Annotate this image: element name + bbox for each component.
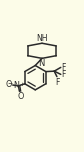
Text: +: +	[19, 82, 24, 87]
Text: N: N	[13, 81, 19, 90]
Text: −: −	[7, 81, 12, 86]
Text: O: O	[6, 80, 12, 89]
Text: N: N	[38, 59, 45, 67]
Text: F: F	[61, 70, 66, 79]
Text: F: F	[55, 78, 59, 87]
Text: NH: NH	[36, 34, 48, 43]
Text: O: O	[17, 92, 24, 101]
Text: F: F	[61, 63, 66, 72]
